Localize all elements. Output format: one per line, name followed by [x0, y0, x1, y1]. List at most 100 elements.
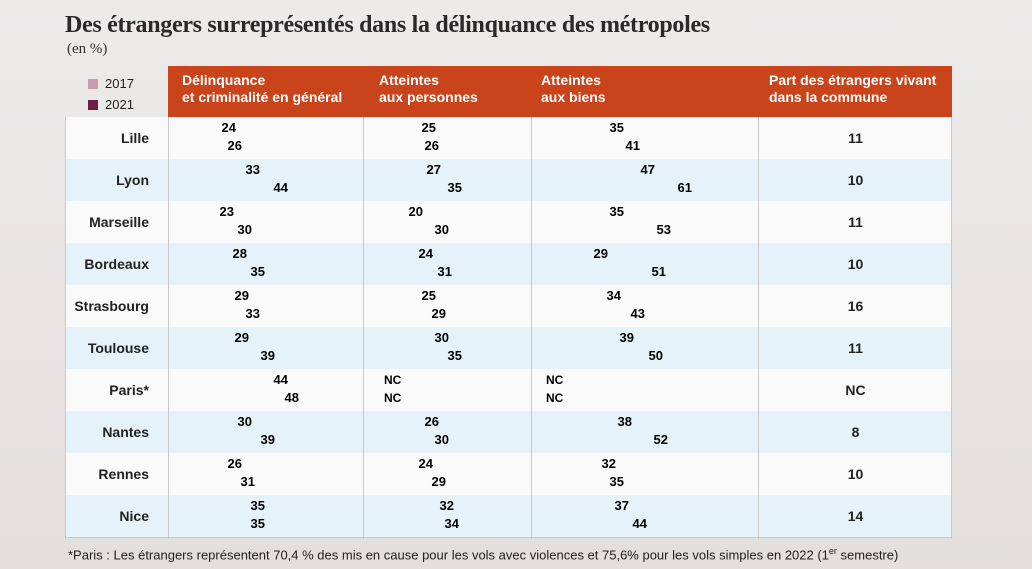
bar-y2017: 24 — [379, 246, 441, 262]
bar-y2017: 28 — [182, 246, 255, 262]
bar-y2017: 39 — [541, 330, 642, 346]
bar-y2021: 48 — [182, 390, 307, 406]
legend-swatch-2021 — [88, 99, 98, 110]
city-label: Nantes — [102, 424, 149, 440]
chart-title: Des étrangers surreprésentés dans la dél… — [65, 12, 710, 38]
table-row: Paris* 44 48 NC NC NC NC NC — [65, 369, 952, 412]
city-label: Toulouse — [87, 340, 149, 356]
bar-value-label: 35 — [250, 264, 265, 279]
bar-y2021: 26 — [182, 138, 250, 154]
bar-y2017: 29 — [182, 288, 257, 304]
table-border-left — [65, 117, 66, 539]
legend-swatch-2017 — [88, 78, 98, 89]
bar-y2021: 35 — [541, 474, 632, 490]
table-border-right — [951, 117, 952, 539]
bar-value-label: 35 — [250, 516, 265, 531]
column-divider — [758, 117, 759, 539]
footnote: *Paris : Les étrangers représentent 70,4… — [68, 546, 898, 562]
bar-value-label: 34 — [444, 516, 459, 531]
bar-value-label: 41 — [625, 138, 640, 153]
bar-y2021: 35 — [182, 516, 273, 532]
bar-y2017: 44 — [182, 372, 296, 388]
nc-label: NC — [546, 373, 564, 387]
header-biens: Atteintes aux biens — [541, 72, 606, 105]
city-label: Lyon — [116, 172, 149, 188]
bar-value-label: 30 — [237, 414, 252, 429]
bar-value-label: 20 — [408, 204, 423, 219]
bar-y2021: 52 — [541, 432, 676, 448]
footnote-sup: er — [828, 546, 837, 556]
share-value: 11 — [848, 214, 863, 230]
table-row: Strasbourg 29 33 25 29 34 43 16 — [65, 285, 952, 328]
bar-value-label: 25 — [421, 120, 436, 135]
bar-value-label: 32 — [439, 498, 454, 513]
city-label: Rennes — [98, 466, 149, 482]
bar-y2017: 26 — [379, 414, 447, 430]
table-row: Marseille 23 30 20 30 35 53 11 — [65, 201, 952, 244]
bar-y2021: 39 — [182, 348, 283, 364]
header-part-etrangers: Part des étrangers vivant dans la commun… — [769, 72, 937, 105]
bar-y2021: 33 — [182, 306, 268, 322]
bar-value-label: 29 — [431, 306, 446, 321]
table-row: Lille 24 26 25 26 35 41 11 — [65, 117, 952, 160]
header-delinquance: Délinquance et criminalité en général — [182, 72, 343, 105]
bar-y2021: 30 — [182, 222, 260, 238]
column-divider — [531, 117, 532, 539]
table-row: Rennes 26 31 24 29 32 35 10 — [65, 453, 952, 496]
bar-value-label: 52 — [653, 432, 668, 447]
bar-y2017: 20 — [379, 204, 431, 220]
bar-y2017: 34 — [541, 288, 629, 304]
bar-y2021: 26 — [379, 138, 447, 154]
bar-y2021: 35 — [182, 264, 273, 280]
table-row: Nice 35 35 32 34 37 44 14 — [65, 495, 952, 538]
bar-y2017: 32 — [541, 456, 624, 472]
city-label: Strasbourg — [74, 298, 149, 314]
bar-y2017: 30 — [379, 330, 457, 346]
share-value: 14 — [847, 508, 864, 524]
bar-y2021: 35 — [379, 180, 470, 196]
bar-value-label: 35 — [609, 120, 624, 135]
bar-value-label: 33 — [245, 306, 260, 321]
bar-value-label: 30 — [237, 222, 252, 237]
bar-y2021: 41 — [541, 138, 648, 154]
bar-value-label: 37 — [614, 498, 629, 513]
bar-value-label: 28 — [232, 246, 247, 261]
bar-value-label: 24 — [418, 456, 433, 471]
bar-value-label: 44 — [632, 516, 647, 531]
bar-value-label: 29 — [234, 288, 249, 303]
bar-value-label: 47 — [640, 162, 655, 177]
legend-label-2021: 2021 — [105, 97, 134, 112]
bar-value-label: 32 — [601, 456, 616, 471]
bar-value-label: 35 — [447, 348, 462, 363]
bar-y2021: 50 — [541, 348, 671, 364]
share-value: 10 — [847, 256, 864, 272]
legend-2021: 2021 — [88, 97, 134, 112]
bar-y2021: 39 — [182, 432, 283, 448]
bar-value-label: 26 — [227, 456, 242, 471]
column-divider — [363, 117, 364, 539]
bar-y2017: 33 — [182, 162, 268, 178]
share-value: 11 — [848, 130, 863, 146]
share-value: 11 — [848, 340, 863, 356]
bar-y2017: 29 — [541, 246, 616, 262]
bar-y2021: 30 — [379, 432, 457, 448]
bar-y2017: 30 — [182, 414, 260, 430]
city-label: Nice — [119, 508, 149, 524]
bar-value-label: 26 — [424, 414, 439, 429]
bar-y2021: 43 — [541, 306, 653, 322]
bar-value-label: 31 — [437, 264, 452, 279]
bar-value-label: 29 — [431, 474, 446, 489]
bar-value-label: 39 — [619, 330, 634, 345]
bar-y2017: 24 — [182, 120, 244, 136]
bar-value-label: 48 — [284, 390, 299, 405]
bar-value-label: 50 — [648, 348, 663, 363]
bar-y2021: 44 — [541, 516, 655, 532]
table-row: Lyon 33 44 27 35 47 61 10 — [65, 159, 952, 202]
table-row: Nantes 30 39 26 30 38 52 8 — [65, 411, 952, 454]
bar-y2017: 47 — [541, 162, 663, 178]
bar-value-label: 35 — [609, 204, 624, 219]
bar-y2021: 61 — [541, 180, 700, 196]
bar-value-label: 30 — [434, 330, 449, 345]
header-personnes: Atteintes aux personnes — [379, 72, 478, 105]
bar-value-label: 29 — [234, 330, 249, 345]
